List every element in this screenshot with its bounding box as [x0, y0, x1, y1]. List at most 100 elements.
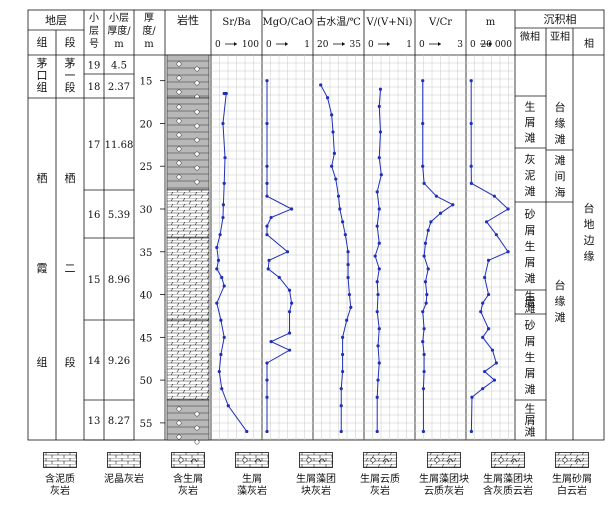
legend-item: 生屑云质 灰岩	[348, 452, 412, 498]
header-stratum: 地层	[45, 14, 67, 27]
microfacies-label: 生	[525, 402, 536, 416]
data-point	[219, 352, 223, 357]
header-lithology: 岩性	[177, 13, 199, 27]
microfacies-label: 生	[525, 289, 536, 303]
panel-scale-min: 0	[368, 40, 374, 50]
depth-tick-label: 50	[140, 376, 153, 387]
data-point	[425, 292, 429, 297]
data-point	[376, 292, 380, 297]
data-point	[479, 310, 483, 314]
panel-scale-max: 1	[304, 40, 310, 50]
legend-swatch	[491, 452, 525, 468]
panel-scale-min: 20	[317, 40, 329, 50]
data-point	[265, 224, 269, 228]
data-point	[265, 395, 269, 399]
header-depth-1: 厚	[144, 12, 154, 24]
data-point	[269, 215, 273, 220]
panel-title: m	[486, 17, 496, 28]
data-point	[277, 275, 281, 280]
data-point	[377, 241, 381, 245]
data-point	[426, 267, 430, 271]
legend-swatch	[427, 452, 461, 468]
lithology-block	[166, 319, 210, 401]
legend-label: 含生屑 灰岩	[173, 474, 203, 497]
microfacies-label: 屑	[525, 414, 536, 427]
member-qi-2-char-2: 段	[65, 355, 76, 369]
data-point	[434, 194, 438, 198]
lithology-block	[166, 189, 210, 239]
legend-item: 生屑藻团 块灰岩	[284, 452, 348, 498]
layer-thickness: 8.96	[108, 275, 130, 286]
panel-2: 古水温/℃ 20 35	[313, 15, 364, 440]
header-thickness-3: m	[114, 39, 124, 50]
member-mao-1: 茅一段	[65, 57, 76, 94]
facies-label: 缘	[584, 250, 595, 263]
panel-scale-max: 3	[457, 40, 463, 50]
data-point	[269, 340, 273, 344]
subfacies-label: 滩	[555, 153, 566, 167]
header-facies: 沉积相	[544, 13, 577, 26]
microfacies-label: 滩	[525, 301, 536, 315]
data-point	[245, 429, 249, 434]
data-point	[470, 395, 474, 399]
layer-number: 18	[88, 82, 101, 93]
data-point	[341, 352, 345, 357]
series-line	[470, 80, 509, 432]
panel-scale-min: 0	[419, 40, 425, 50]
data-point	[216, 258, 221, 262]
data-point	[226, 404, 230, 408]
microfacies-label: 屑	[525, 116, 536, 129]
facies-label: 边	[584, 234, 595, 247]
subfacies-label: 海	[555, 185, 566, 199]
data-point	[222, 335, 226, 339]
data-point	[265, 194, 269, 198]
data-point	[220, 387, 224, 391]
legend-label: 含泥质 灰岩	[45, 474, 75, 497]
legend-swatch	[43, 452, 77, 468]
microfacies-label: 屑	[525, 256, 536, 269]
legend-label: 生屑藻团块 含灰质云岩	[483, 474, 533, 497]
layer-thickness: 2.37	[108, 82, 130, 93]
data-point	[494, 361, 498, 365]
header-subfacies: 亚相	[550, 30, 570, 43]
data-point	[421, 79, 425, 83]
data-point	[341, 369, 345, 374]
table-frame	[27, 9, 605, 441]
data-point	[265, 429, 269, 434]
data-point	[379, 173, 383, 177]
data-point	[426, 228, 430, 232]
data-point	[325, 96, 330, 100]
data-point	[490, 348, 495, 352]
data-point	[346, 263, 350, 267]
data-point	[486, 327, 491, 331]
data-point	[290, 301, 294, 305]
member-qi-2-char-0: 栖	[65, 171, 76, 185]
header-sublayer-no-3: 号	[89, 38, 99, 50]
data-point	[421, 121, 425, 126]
data-point	[265, 181, 269, 185]
data-point	[494, 233, 498, 237]
data-point	[377, 207, 381, 211]
lithology-block	[166, 54, 210, 99]
data-point	[222, 284, 226, 288]
panel-0: Sr/Ba 0 100	[211, 17, 262, 440]
microfacies-label: 屑	[525, 335, 536, 348]
data-point	[265, 164, 269, 168]
data-point	[265, 361, 269, 365]
legend-item: 生屑 藻灰岩	[220, 452, 284, 498]
layer-number: 15	[88, 275, 101, 286]
data-point	[219, 318, 223, 322]
data-point	[469, 164, 473, 168]
layer-thickness: 11.68	[105, 140, 134, 151]
panel-4: V/Cr 0 3	[415, 17, 466, 440]
data-point	[486, 258, 491, 262]
data-point	[421, 387, 426, 391]
microfacies-label: 滩	[525, 184, 536, 198]
svg-text:段: 段	[65, 80, 76, 94]
facies-label: 地	[584, 218, 595, 231]
layer-number: 13	[88, 416, 101, 427]
legend-item: 含泥质 灰岩	[28, 452, 92, 498]
panel-title: MgO/CaO	[262, 17, 312, 28]
layer-number: 19	[88, 61, 101, 72]
